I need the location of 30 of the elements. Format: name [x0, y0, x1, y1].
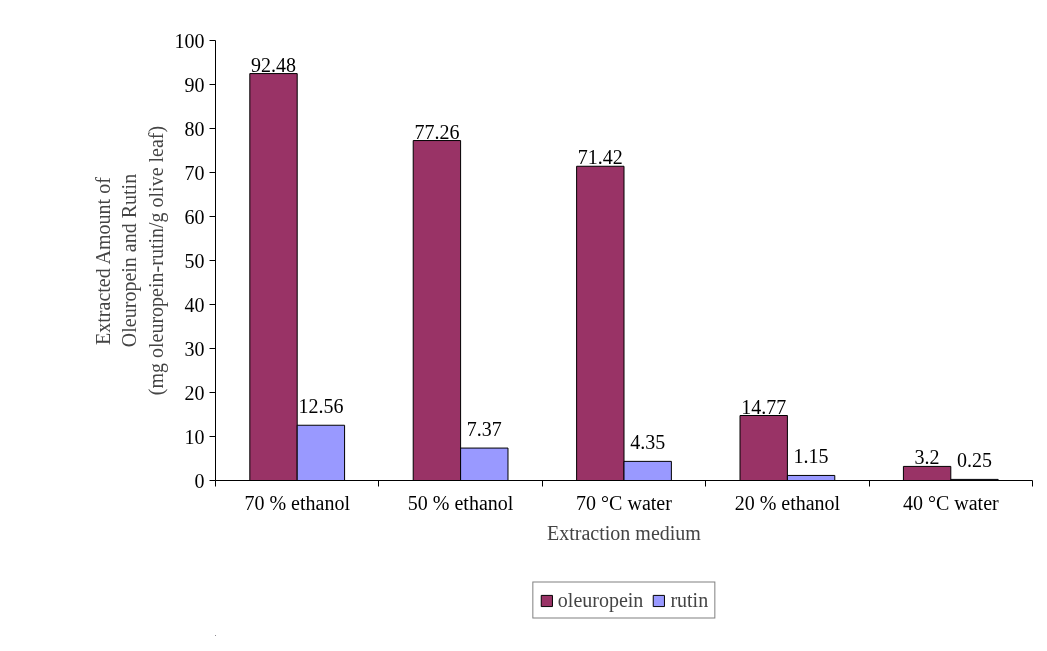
x-tick-label: 20 % ethanol — [734, 491, 841, 514]
x-axis-title: Extraction medium — [547, 521, 702, 544]
x-tick-label: 70 % ethanol — [244, 491, 351, 514]
data-label: 0.25 — [956, 449, 992, 472]
y-tick-label: 50 — [184, 249, 205, 272]
y-tick-label: 70 — [184, 161, 205, 184]
y-tick-label: 30 — [184, 337, 205, 360]
legend-label: rutin — [670, 588, 709, 612]
data-label: 14.77 — [741, 395, 787, 418]
y-tick-label: 20 — [184, 381, 205, 404]
data-label: 77.26 — [414, 120, 460, 143]
y-tick-label: 60 — [184, 205, 205, 228]
data-label: 4.35 — [630, 431, 666, 454]
data-label: 3.2 — [914, 446, 940, 469]
y-axis-title: Extracted Amount of Oleuropein and Rutin (mg oleuropein-rutin/g olive leaf) — [91, 125, 168, 396]
data-label: 7.37 — [466, 418, 502, 441]
x-tick-label: 40 °C water — [902, 491, 1000, 514]
y-tick-label: 80 — [184, 117, 205, 140]
x-tick-label: 50 % ethanol — [407, 491, 514, 514]
y-tick-label: 0 — [194, 469, 205, 492]
data-label: 71.42 — [577, 146, 623, 169]
data-label: 1.15 — [793, 445, 829, 468]
y-tick-label: 100 — [174, 29, 205, 52]
x-tick-label: 70 °C water — [576, 491, 673, 514]
y-tick-label: 90 — [184, 73, 205, 96]
data-label: 12.56 — [298, 395, 344, 418]
y-tick-label: 10 — [184, 425, 205, 448]
y-tick-label: 40 — [184, 293, 205, 316]
data-label: 92.48 — [251, 53, 297, 76]
legend-label: oleuropein — [557, 588, 644, 612]
